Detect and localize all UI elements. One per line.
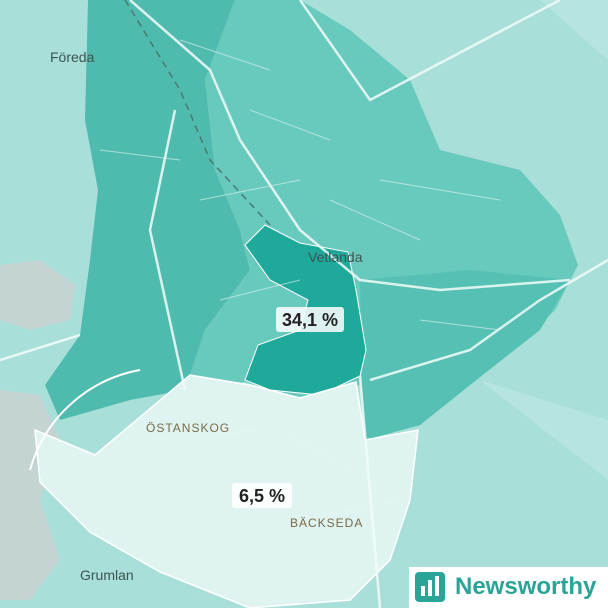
road (29, 369, 141, 471)
brand: Newsworthy (455, 573, 597, 600)
value-box (276, 307, 344, 332)
place-label: Föreda (50, 49, 95, 65)
place-label: Vetlanda (308, 249, 363, 265)
place-label: ÖSTANSKOG (146, 421, 230, 435)
logo-icon (415, 572, 445, 602)
value-label: 34,1 % (282, 310, 338, 330)
region (360, 270, 570, 440)
value-label: 6,5 % (239, 486, 285, 506)
railway (124, 0, 271, 226)
place-label: Grumlan (80, 567, 134, 583)
terrain (480, 0, 608, 480)
place-label: BÄCKSEDA (290, 516, 363, 530)
value-box (232, 483, 292, 508)
road (99, 39, 501, 521)
region (45, 0, 250, 420)
region-low (34, 374, 419, 608)
